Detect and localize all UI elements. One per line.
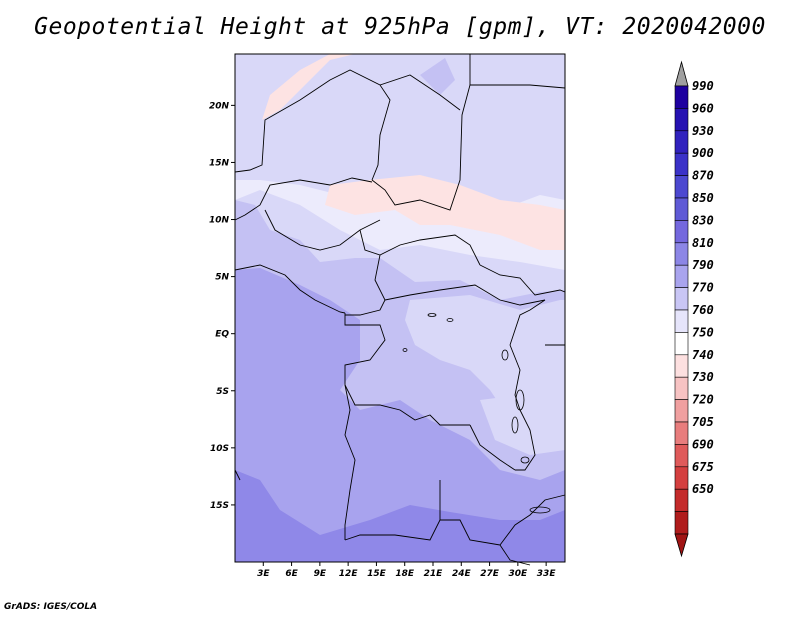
lon-tick-label: 30E: [509, 569, 529, 579]
lon-tick-label: 27E: [480, 569, 500, 579]
border-line: [515, 409, 536, 471]
lat-tick-label: 20N: [209, 101, 230, 111]
lat-tick-label: 15S: [210, 501, 229, 511]
colorbar-swatch: [674, 175, 689, 199]
border-line: [469, 424, 516, 471]
colorbar-label: 900: [692, 146, 714, 160]
colorbar-swatch: [674, 421, 689, 445]
longitude-axis: 3E 6E 9E 12E 15E 18E 21E 24E 27E 30E 33E: [257, 562, 556, 579]
border-line: [384, 284, 546, 306]
colorbar-swatch: [674, 130, 689, 154]
colorbar-label: 870: [692, 169, 714, 183]
colorbar-bottom-arrow: [674, 533, 689, 558]
colorbar-swatch: [674, 287, 689, 311]
lake-outline: [529, 506, 551, 514]
map-shading: [235, 54, 565, 562]
colorbar-label: 705: [692, 415, 714, 429]
colorbar-swatch: [674, 488, 689, 512]
lake-outline: [501, 349, 509, 361]
colorbar-label: 960: [692, 101, 714, 115]
border-line: [479, 264, 566, 296]
colorbar-swatch: [674, 511, 689, 535]
colorbar-label: 990: [692, 79, 714, 93]
colorbar-label: 730: [692, 370, 714, 384]
lon-tick-label: 15E: [367, 569, 387, 579]
lon-tick-label: 24E: [452, 569, 472, 579]
map-frame: [234, 53, 566, 563]
colorbar-swatch: [674, 376, 689, 400]
colorbar-label: 720: [692, 393, 714, 407]
colorbar-label: 740: [692, 348, 714, 362]
colorbar-label: 830: [692, 213, 714, 227]
lat-tick-label: EQ: [215, 330, 229, 340]
map-title: Geopotential Height at 925hPa [gpm], VT:…: [34, 14, 766, 40]
colorbar-label: 760: [692, 303, 714, 317]
border-line: [379, 74, 461, 111]
lat-tick-label: 15N: [209, 158, 230, 168]
colorbar-swatch: [674, 220, 689, 244]
colorbar-swatch: [674, 444, 689, 468]
border-line: [234, 264, 346, 314]
colorbar-swatch: [674, 466, 689, 490]
lake-outline: [520, 456, 530, 464]
lon-tick-label: 3E: [257, 569, 270, 579]
lake-outline: [402, 348, 408, 352]
border-line: [344, 519, 501, 546]
lat-tick-label: 10S: [210, 444, 229, 454]
border-line: [344, 384, 470, 426]
colorbar: 990 960 930 900 870 850 830 810 790 770 760 750 740 7…: [674, 60, 714, 558]
colorbar-swatch: [674, 85, 689, 109]
colorbar-swatch: [674, 332, 689, 356]
lon-tick-label: 6E: [285, 569, 298, 579]
lon-tick-label: 9E: [314, 569, 327, 579]
colorbar-top-arrow: [674, 60, 689, 87]
colorbar-label: 790: [692, 258, 714, 272]
lat-tick-label: 5N: [215, 273, 229, 283]
colorbar-swatch: [674, 197, 689, 221]
colorbar-swatch: [674, 399, 689, 423]
map-border: [234, 53, 566, 563]
colorbar-swatch: [674, 354, 689, 378]
border-line: [509, 299, 546, 346]
lake-outline: [427, 313, 437, 317]
colorbar-label: 930: [692, 124, 714, 138]
lake-outline: [511, 416, 519, 434]
border-line: [371, 84, 566, 211]
lat-tick-label: 10N: [209, 216, 230, 226]
colorbar-swatch: [674, 264, 689, 288]
border-line: [234, 69, 391, 181]
border-line: [499, 544, 531, 566]
credit-label: GrADS: IGES/COLA: [4, 602, 98, 612]
lon-tick-label: 33E: [537, 569, 557, 579]
latitude-axis: 20N 15N 10N 5N EQ 5S 10S 15S: [209, 101, 235, 511]
border-line: [344, 313, 386, 385]
lat-tick-label: 5S: [216, 387, 229, 397]
colorbar-label: 850: [692, 191, 714, 205]
colorbar-swatch: [674, 309, 689, 333]
lon-tick-label: 18E: [395, 569, 415, 579]
colorbar-label: 770: [692, 281, 714, 295]
colorbar-label: 810: [692, 236, 714, 250]
lon-tick-label: 21E: [424, 569, 444, 579]
border-line: [234, 469, 241, 481]
colorbar-swatch: [674, 108, 689, 132]
border-line: [499, 494, 566, 546]
border-line: [344, 384, 356, 540]
country-borders: [234, 54, 566, 566]
colorbar-label: 650: [692, 482, 714, 496]
colorbar-label: 675: [692, 460, 714, 474]
lake-outline: [446, 318, 454, 322]
colorbar-swatch: [674, 152, 689, 176]
lake-outline: [515, 389, 525, 411]
border-line: [359, 229, 481, 266]
colorbar-label: 750: [692, 325, 714, 339]
colorbar-label: 690: [692, 437, 714, 451]
border-line: [345, 254, 386, 316]
colorbar-swatch: [674, 242, 689, 266]
border-line: [234, 177, 373, 221]
lon-tick-label: 12E: [339, 569, 359, 579]
border-line: [509, 344, 521, 411]
